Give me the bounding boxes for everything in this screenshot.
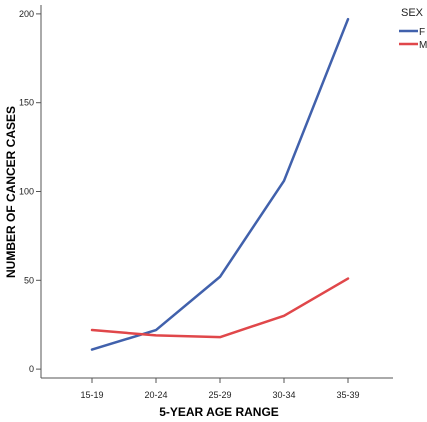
x-tick-label: 20-24 (144, 390, 167, 400)
legend-label-f: F (419, 27, 425, 38)
x-axis-ticks: 15-19 20-24 25-29 30-34 35-39 (80, 378, 360, 400)
y-tick-label: 100 (19, 187, 34, 197)
plot-area: 0 50 100 150 200 15-19 20-24 25-29 30-34 35-39 (19, 5, 393, 400)
x-axis-title: 5-YEAR AGE RANGE (159, 405, 279, 419)
legend-title: SEX (401, 7, 424, 19)
legend-label-m: M (419, 40, 427, 51)
series-lines (90, 17, 350, 351)
x-tick-label: 35-39 (336, 390, 359, 400)
x-tick-label: 15-19 (80, 390, 103, 400)
y-tick-label: 0 (29, 364, 34, 374)
legend-items: FM (399, 27, 427, 51)
y-tick-label: 150 (19, 98, 34, 108)
x-tick-label: 30-34 (272, 390, 295, 400)
y-axis-title: NUMBER OF CANCER CASES (4, 106, 18, 278)
legend: SEX FM (399, 7, 427, 51)
y-axis-ticks: 0 50 100 150 200 (19, 9, 41, 374)
series-line-m (90, 277, 350, 339)
y-tick-label: 200 (19, 9, 34, 19)
x-tick-label: 25-29 (208, 390, 231, 400)
y-tick-label: 50 (24, 275, 34, 285)
series-line-f (90, 17, 350, 351)
